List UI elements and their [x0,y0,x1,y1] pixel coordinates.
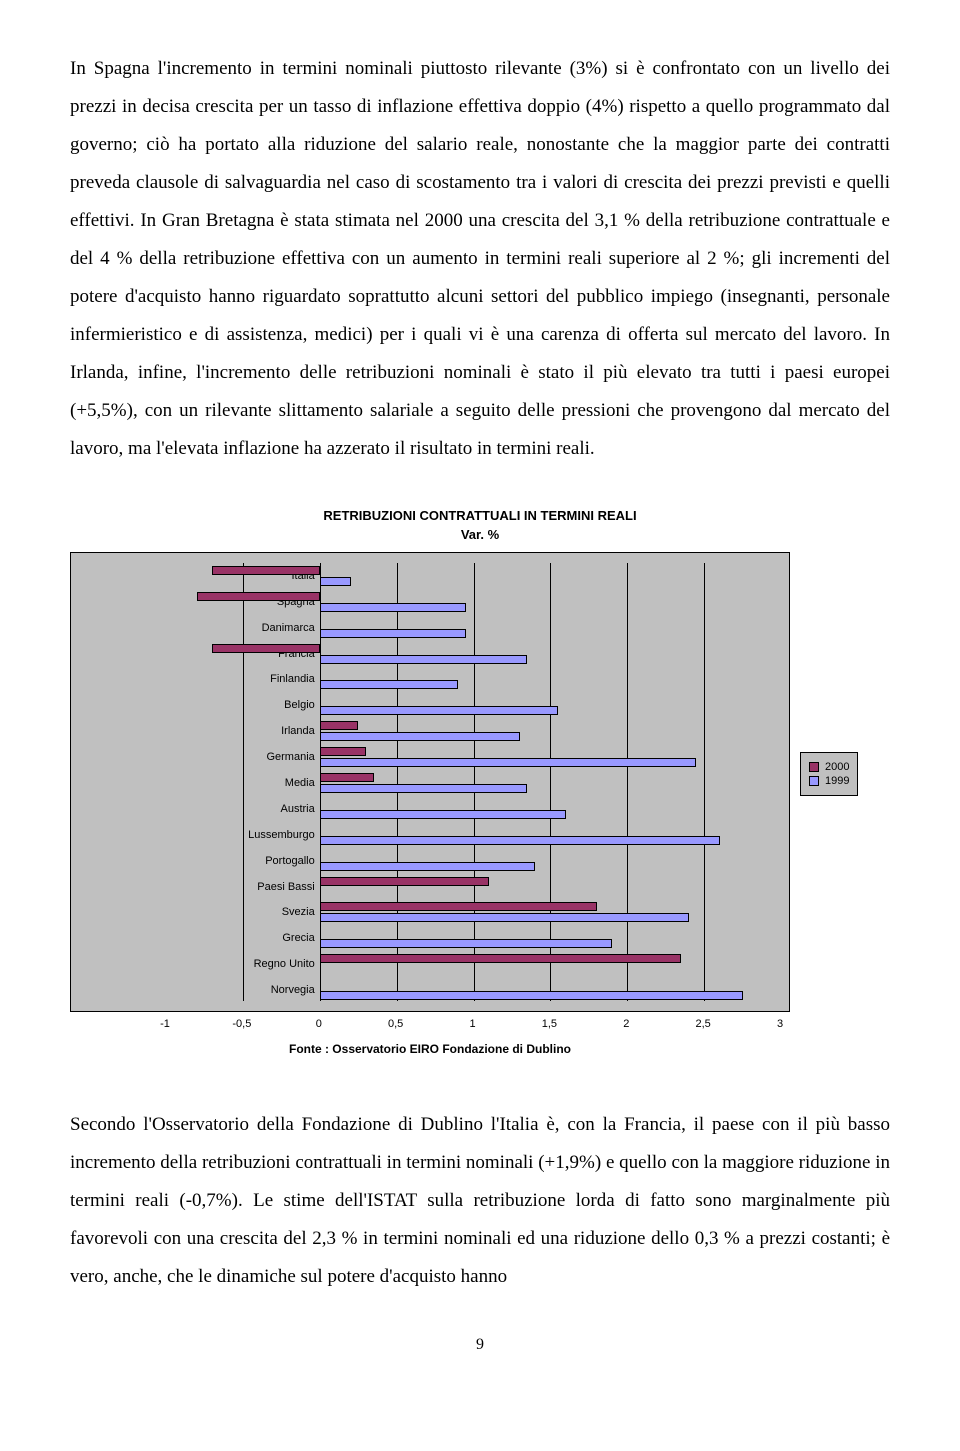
chart-plot-area: ItaliaSpagnaDanimarcaFranciaFinlandiaBel… [70,552,790,1012]
gridline [550,563,551,1001]
paragraph-2: Secondo l'Osservatorio della Fondazione … [70,1106,890,1296]
bar-2000 [212,644,320,653]
gridline [704,563,705,1001]
category-label: Danimarca [262,622,315,634]
chart-legend: 2000 1999 [800,752,858,796]
x-tick-label: -1 [160,1018,170,1030]
category-label: Media [285,777,315,789]
x-tick-label: 2,5 [695,1018,710,1030]
legend-item-1999: 1999 [809,775,849,787]
legend-label-2000: 2000 [825,761,849,773]
x-tick-label: 1 [469,1018,475,1030]
category-label: Portogallo [265,855,315,867]
bar-2000 [320,773,374,782]
bar-1999 [320,680,458,689]
category-label: Paesi Bassi [257,881,314,893]
category-label: Grecia [282,932,314,944]
category-label: Finlandia [270,673,315,685]
bar-2000 [320,721,358,730]
bar-2000 [212,566,320,575]
x-tick-label: 0 [316,1018,322,1030]
x-tick-label: -0,5 [232,1018,251,1030]
category-label: Svezia [282,906,315,918]
chart-x-axis: -1 -0,5 0 0,5 1 1,5 2 2,5 3 [70,1016,790,1036]
bar-2000 [320,747,366,756]
bar-1999 [320,913,689,922]
bar-1999 [320,577,351,586]
chart-title: RETRIBUZIONI CONTRATTUALI IN TERMINI REA… [70,508,890,523]
legend-item-2000: 2000 [809,761,849,773]
bar-2000 [320,902,597,911]
category-label: Lussemburgo [248,829,315,841]
bar-2000 [320,877,489,886]
legend-swatch-1999 [809,776,819,786]
category-label: Irlanda [281,725,315,737]
bar-2000 [197,592,320,601]
bar-1999 [320,603,466,612]
bar-1999 [320,862,535,871]
chart-container: RETRIBUZIONI CONTRATTUALI IN TERMINI REA… [70,508,890,1056]
category-label: Regno Unito [254,958,315,970]
bar-1999 [320,655,528,664]
chart-subtitle: Var. % [70,527,890,542]
legend-label-1999: 1999 [825,775,849,787]
category-label: Austria [281,803,315,815]
paragraph-1: In Spagna l'incremento in termini nomina… [70,50,890,468]
bar-1999 [320,732,520,741]
bar-1999 [320,706,558,715]
bar-1999 [320,939,612,948]
x-tick-label: 0,5 [388,1018,403,1030]
bar-1999 [320,784,528,793]
category-label: Germania [266,751,314,763]
page-number: 9 [70,1336,890,1354]
bar-1999 [320,629,466,638]
bar-1999 [320,758,697,767]
gridline [243,563,244,1001]
x-tick-label: 3 [777,1018,783,1030]
legend-swatch-2000 [809,762,819,772]
x-tick-label: 2 [623,1018,629,1030]
bar-1999 [320,836,720,845]
gridline [627,563,628,1001]
chart-source: Fonte : Osservatorio EIRO Fondazione di … [70,1036,790,1056]
bar-1999 [320,810,566,819]
gridline [474,563,475,1001]
category-label: Belgio [284,699,315,711]
category-label: Norvegia [271,984,315,996]
bar-1999 [320,991,743,1000]
bar-2000 [320,954,681,963]
x-tick-label: 1,5 [542,1018,557,1030]
